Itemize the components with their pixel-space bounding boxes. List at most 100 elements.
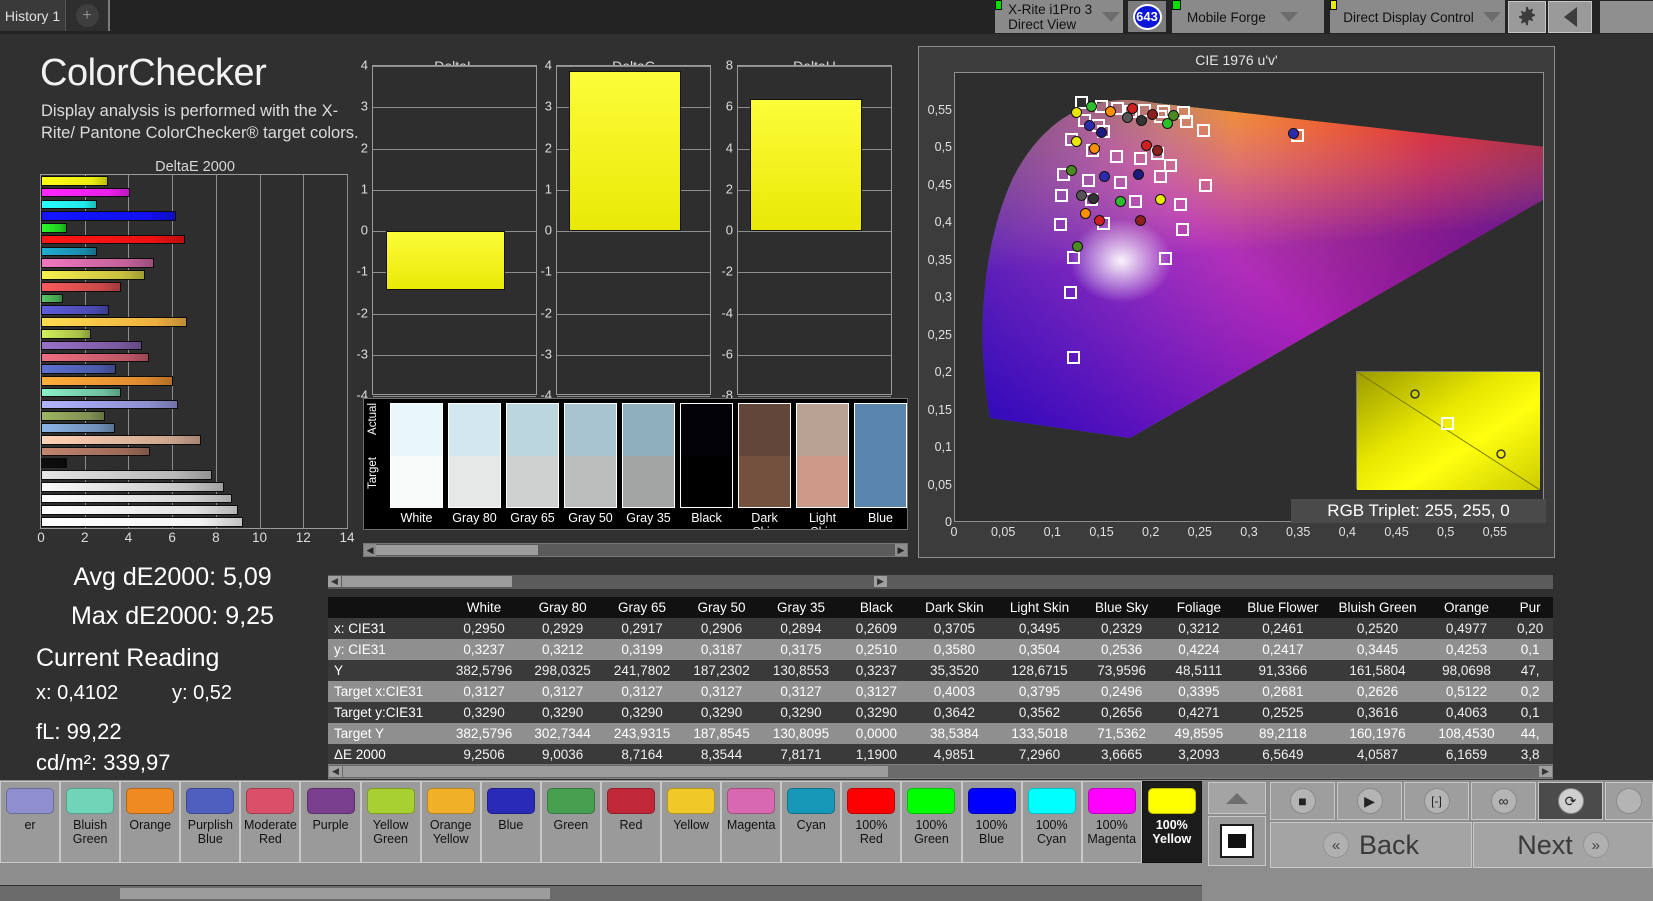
table-cell: 0,5122: [1425, 681, 1508, 702]
table-row: ΔE 2000 9,2506 9,0036 8,7164 8,3544 7,8171 1,1…: [328, 744, 1553, 765]
color-patch-button[interactable]: Green: [540, 781, 601, 863]
scroll-thumb[interactable]: [343, 766, 888, 777]
table-cell: 0,3395: [1161, 681, 1237, 702]
color-patch-button[interactable]: Moderate Red: [240, 781, 301, 863]
swatch-scrollbar[interactable]: ◀ ▶: [363, 543, 908, 557]
cie-target-marker: [1114, 175, 1128, 189]
cie-plot-area[interactable]: [954, 72, 1544, 522]
table-cell: 3,8: [1507, 744, 1553, 765]
color-patch-button[interactable]: Orange: [120, 781, 181, 863]
table-cell: 6,1659: [1425, 744, 1508, 765]
device-selector-xrite[interactable]: X-Rite i1Pro 3 Direct View: [995, 0, 1123, 33]
swatch-cell[interactable]: [622, 403, 675, 508]
table-row: y: CIE31 0,3237 0,3212 0,3199 0,3187 0,3175 0,…: [328, 639, 1553, 660]
cie-y-tick: 0,5: [934, 140, 952, 154]
measure-button[interactable]: [-]: [1404, 782, 1469, 820]
color-patch-button[interactable]: Cyan: [781, 781, 842, 863]
scroll-thumb[interactable]: [342, 576, 512, 587]
device-selector-mobileforge[interactable]: Mobile Forge: [1172, 0, 1324, 33]
scroll-right-icon[interactable]: ▶: [895, 544, 907, 556]
delta-chart-gridline: [373, 272, 536, 274]
table-cell: 8,7164: [602, 744, 682, 765]
color-patch-button[interactable]: Yellow Green: [360, 781, 421, 863]
scroll-thumb[interactable]: [376, 545, 538, 555]
table-top-scrollbar[interactable]: ◀ ▶: [328, 575, 1553, 589]
scroll-thumb[interactable]: [120, 888, 550, 899]
next-button[interactable]: Next »: [1473, 822, 1653, 868]
table-cell: 0,3290: [445, 702, 523, 723]
scroll-right-icon[interactable]: ▶: [1539, 766, 1552, 777]
scroll-left-icon[interactable]: ◀: [329, 766, 342, 777]
scroll-left-icon[interactable]: ◀: [364, 544, 376, 556]
swatch-target: [855, 455, 906, 507]
chevron-down-icon[interactable]: [1272, 0, 1306, 33]
swatch-row-labels: Actual Target: [366, 401, 388, 509]
color-chip: [246, 788, 295, 814]
play-button[interactable]: ▶: [1337, 782, 1402, 820]
color-patch-button[interactable]: Blue: [480, 781, 541, 863]
color-patch-button[interactable]: 100% Green: [901, 781, 962, 863]
loop-button[interactable]: ∞: [1471, 782, 1536, 820]
swatch-cell[interactable]: [506, 403, 559, 508]
delta-chart-y-tick: 4: [725, 140, 733, 155]
table-cell: 7,8171: [761, 744, 841, 765]
color-chip: [907, 788, 956, 814]
color-patch-button[interactable]: Bluish Green: [60, 781, 121, 863]
color-patch-button[interactable]: Red: [600, 781, 662, 863]
color-patch-label: 100% Blue: [975, 818, 1008, 846]
button-bar-scrollbar[interactable]: [0, 886, 1202, 901]
stop-button[interactable]: ■: [1270, 782, 1335, 820]
chevron-down-icon[interactable]: [1480, 0, 1505, 33]
scroll-left-icon[interactable]: ◀: [328, 576, 341, 587]
extra-button[interactable]: [1605, 782, 1653, 820]
device-selector-ddc[interactable]: Direct Display Control: [1330, 0, 1505, 33]
table-cell: 0,3127: [681, 681, 762, 702]
swatch-actual: [565, 404, 616, 456]
table-cell: 0,3127: [445, 681, 523, 702]
swatch-cell[interactable]: [796, 403, 849, 508]
delta-chart-plot: [737, 65, 892, 397]
color-patch-button[interactable]: 100% Magenta: [1081, 781, 1142, 863]
color-patch-button[interactable]: 100% Red: [841, 781, 902, 863]
gear-icon[interactable]: [1508, 1, 1546, 33]
avg-de2000: Avg dE2000: 5,09: [73, 563, 272, 591]
add-tab-button[interactable]: +: [66, 0, 110, 31]
swatch-cell[interactable]: [448, 403, 501, 508]
delta-e-bar: [41, 470, 212, 480]
color-patch-button[interactable]: Magenta: [721, 781, 782, 863]
scroll-right-icon[interactable]: ▶: [874, 576, 887, 587]
color-patch-button[interactable]: Orange Yellow: [420, 781, 481, 863]
swatch-cell[interactable]: [680, 403, 733, 508]
color-patch-label: Bluish Green: [72, 818, 108, 846]
color-chip: [787, 788, 836, 814]
table-cell: 187,2302: [681, 660, 762, 681]
swatch-cell[interactable]: [390, 403, 443, 508]
color-patch-button[interactable]: 100% Blue: [961, 781, 1022, 863]
color-patch-button[interactable]: 100% Cyan: [1021, 781, 1082, 863]
cie-target-marker: [1133, 151, 1147, 165]
color-patch-button[interactable]: Purple: [300, 781, 361, 863]
pattern-swatch-icon[interactable]: [1208, 816, 1266, 866]
swatch-cell[interactable]: [564, 403, 617, 508]
delta-chart-y-tick: 8: [725, 57, 733, 73]
color-patch-button[interactable]: 100% Yellow: [1141, 781, 1202, 863]
table-cell: 0,3199: [602, 639, 682, 660]
playback-control-panel: ■ ▶ [-] ∞ ⟳ « Back Next »: [1202, 780, 1653, 901]
left-arrow-icon[interactable]: [1548, 1, 1592, 33]
chevron-down-icon[interactable]: [1098, 0, 1123, 33]
table-row-label: x: CIE31: [328, 618, 446, 639]
color-patch-button[interactable]: Purplish Blue: [180, 781, 241, 863]
swatch-cell[interactable]: [854, 403, 907, 508]
cie-y-tick: 0,1: [934, 440, 952, 454]
history-tab[interactable]: History 1: [0, 0, 66, 31]
table-cell: 0,2510: [840, 639, 912, 660]
chevron-up-icon[interactable]: [1208, 782, 1266, 814]
refresh-button[interactable]: ⟳: [1538, 782, 1603, 820]
back-button[interactable]: « Back: [1270, 822, 1472, 868]
table-bottom-scrollbar[interactable]: ◀ ▶: [328, 764, 1553, 779]
swatch-cell[interactable]: [738, 403, 791, 508]
color-patch-button[interactable]: Yellow: [661, 781, 722, 863]
color-patch-button[interactable]: er: [0, 781, 61, 863]
cie-target-marker: [1064, 286, 1078, 299]
table-cell: 160,1976: [1329, 723, 1426, 744]
